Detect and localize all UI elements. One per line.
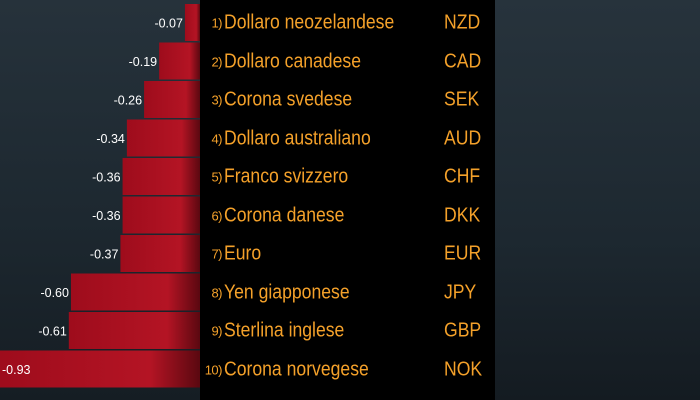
- rank-label: 5): [211, 169, 222, 185]
- currency-code: SEK: [444, 88, 480, 111]
- currency-code: CHF: [444, 165, 481, 188]
- currency-code: EUR: [444, 242, 482, 265]
- currency-code: NZD: [444, 11, 481, 34]
- table-row: 4) Dollaro australiano AUD: [200, 120, 495, 158]
- bar-cad: [159, 42, 200, 80]
- bar-nok: [0, 350, 200, 388]
- bar-jpy: [70, 273, 200, 311]
- table-row: 1) Dollaro neozelandese NZD: [200, 4, 495, 42]
- bar-gbp: [68, 312, 200, 349]
- currency-name: Franco svizzero: [224, 165, 349, 188]
- table-row: 2) Dollaro canadese CAD: [200, 43, 495, 81]
- bar-chf: [122, 158, 200, 195]
- value-label: -0.60: [40, 286, 69, 300]
- value-label: -0.36: [92, 209, 121, 223]
- rank-label: 3): [211, 92, 222, 108]
- currency-name: Euro: [224, 242, 262, 265]
- rank-label: 4): [211, 131, 222, 146]
- bars-group: -0.07 -0.19 -0.26 -0.34 -0.36 -0.36 -0.37 -0.60…: [0, 4, 200, 388]
- rank-label: 8): [211, 285, 222, 300]
- value-label: -0.07: [154, 17, 183, 31]
- value-label: -0.19: [129, 55, 158, 69]
- currency-name: Dollaro australiano: [224, 127, 371, 149]
- currency-code: GBP: [444, 319, 482, 342]
- currency-name: Corona danese: [224, 204, 345, 226]
- currency-name: Corona svedese: [224, 88, 353, 111]
- currency-name: Dollaro neozelandese: [224, 11, 395, 34]
- rank-label: 6): [211, 208, 222, 223]
- rank-label: 7): [211, 246, 222, 262]
- currency-code: NOK: [444, 358, 483, 380]
- value-label: -0.36: [92, 171, 121, 185]
- currency-code: CAD: [444, 50, 482, 72]
- value-label: -0.26: [114, 94, 143, 108]
- table-row: 8) Yen giapponese JPY: [200, 274, 495, 312]
- table-row: 10) Corona norvegese NOK: [200, 351, 495, 389]
- table-row: 5) Franco svizzero CHF: [200, 158, 495, 196]
- bar-eur: [120, 235, 200, 272]
- bar-dkk: [122, 196, 200, 234]
- table-row: 3) Corona svedese SEK: [200, 81, 495, 119]
- bars-panel: -0.07 -0.19 -0.26 -0.34 -0.36 -0.36 -0.37 -0.60…: [0, 0, 200, 400]
- bar-sek: [144, 81, 200, 118]
- currency-code: DKK: [444, 204, 481, 226]
- bar-aud: [126, 119, 200, 157]
- currency-name: Corona norvegese: [224, 358, 369, 380]
- value-label: -0.34: [96, 132, 125, 146]
- currency-code: JPY: [444, 281, 477, 303]
- rank-label: 2): [211, 54, 222, 69]
- bar-nzd: [184, 4, 200, 41]
- rank-label: 10): [204, 362, 223, 377]
- value-label: -0.37: [90, 248, 119, 262]
- table-row: 6) Corona danese DKK: [200, 197, 495, 235]
- currency-name: Dollaro canadese: [224, 50, 361, 72]
- rank-label: 1): [211, 15, 222, 31]
- table-row: 7) Euro EUR: [200, 235, 495, 273]
- currency-code: AUD: [444, 127, 482, 149]
- value-label: -0.61: [38, 325, 67, 339]
- bars-svg: -0.07 -0.19 -0.26 -0.34 -0.36 -0.36 -0.37 -0.60…: [0, 4, 200, 388]
- rank-label: 9): [211, 323, 222, 339]
- currency-table: 1) Dollaro neozelandese NZD 2) Dollaro canad…: [200, 0, 495, 400]
- table-row: 9) Sterlina inglese GBP: [200, 312, 495, 350]
- right-panel: [495, 0, 700, 400]
- currency-name: Yen giapponese: [224, 281, 350, 303]
- value-label: -0.93: [2, 363, 31, 377]
- currency-name: Sterlina inglese: [224, 319, 345, 342]
